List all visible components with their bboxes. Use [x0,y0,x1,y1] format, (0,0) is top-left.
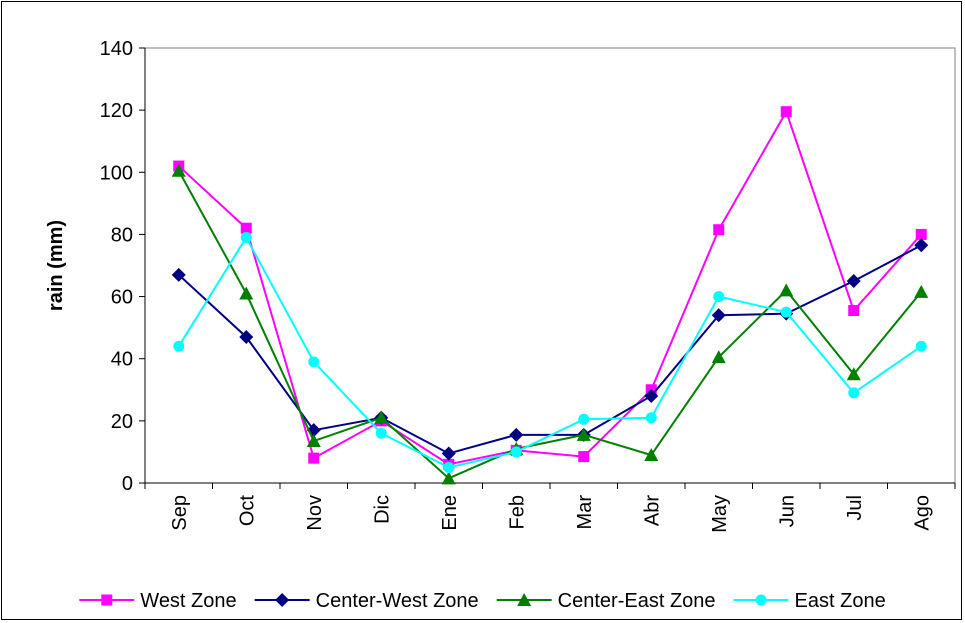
y-axis: 0 20 40 60 80 100 120 140 [100,38,146,495]
data-point [915,228,927,240]
data-point [644,448,659,462]
data-point [306,434,321,448]
data-point [713,291,725,303]
data-point [443,461,455,473]
data-point [308,452,320,464]
y-tick-label: 120 [100,100,133,122]
data-point [441,446,456,461]
legend: West Zone Center-West Zone Center-East Zon… [79,590,886,612]
series-center-west-zone [171,238,929,461]
data-point [914,238,929,253]
legend-label: West Zone [140,590,236,612]
data-point [578,451,590,463]
plot-border [144,47,956,484]
x-tick-label: Feb [506,495,528,529]
data-point [848,387,860,399]
data-point [848,305,860,317]
y-tick-label: 60 [111,287,133,309]
data-point [240,222,252,234]
y-tick-label: 40 [111,349,133,371]
legend-label: Center-West Zone [316,590,479,612]
data-point [645,412,657,424]
legend-item: West Zone [79,590,237,612]
data-point [441,471,456,485]
legend-marker [275,593,290,607]
series-layer [171,106,929,485]
x-tick-label: Ene [439,495,461,531]
x-tick-label: Sep [169,495,191,531]
x-tick-label: Ago [911,495,933,531]
legend-item: Center-East Zone [496,590,716,612]
data-point [915,340,927,352]
x-tick-label: Abr [641,495,663,526]
data-point [171,163,186,177]
series-east-zone [173,232,927,473]
legend-label: East Zone [795,590,886,612]
legend-item: East Zone [733,590,886,612]
data-point [578,413,590,425]
data-point [375,427,387,439]
series-west-zone [173,106,927,470]
data-point [374,410,389,424]
data-point [846,274,861,289]
data-point [914,284,929,298]
y-tick-label: 100 [100,162,133,184]
x-tick-label: Nov [304,495,326,531]
data-point [779,283,794,297]
series-line [178,109,922,466]
series-line [177,235,922,469]
legend-item: Center-West Zone [254,590,479,612]
data-point [239,329,254,344]
x-tick-label: Jun [776,495,798,527]
x-tick-label: Oct [236,495,258,527]
y-tick-label: 140 [100,38,133,60]
data-point [173,340,185,352]
data-point [576,427,591,441]
y-tick-label: 20 [111,411,133,433]
data-point [713,224,725,236]
x-tick-label: Mar [574,495,596,530]
series-line [178,244,922,455]
series-line [177,170,923,480]
plot-area [144,47,956,484]
data-point [780,106,792,118]
data-point [846,367,861,381]
data-point [711,350,726,364]
data-point [510,446,522,458]
x-axis: Sep Oct Nov Dic Ene Feb Mar Abr May Jun Jul Ago [144,482,956,533]
legend-marker [101,594,113,606]
x-tick-label: Jul [844,495,866,521]
data-point [644,389,659,403]
legend-label: Center-East Zone [558,590,716,612]
data-point [509,427,524,442]
y-tick-label: 0 [122,473,133,495]
x-tick-label: May [709,495,731,533]
legend-marker [755,594,767,606]
data-point [780,306,792,318]
data-point [240,232,252,244]
data-point [171,267,186,282]
data-point [308,356,320,368]
x-tick-label: Dic [371,495,393,524]
y-tick-label: 80 [111,224,133,246]
y-axis-title: rain (mm) [45,220,67,311]
data-point [239,286,254,300]
legend-marker [517,593,532,606]
data-point [711,308,726,323]
